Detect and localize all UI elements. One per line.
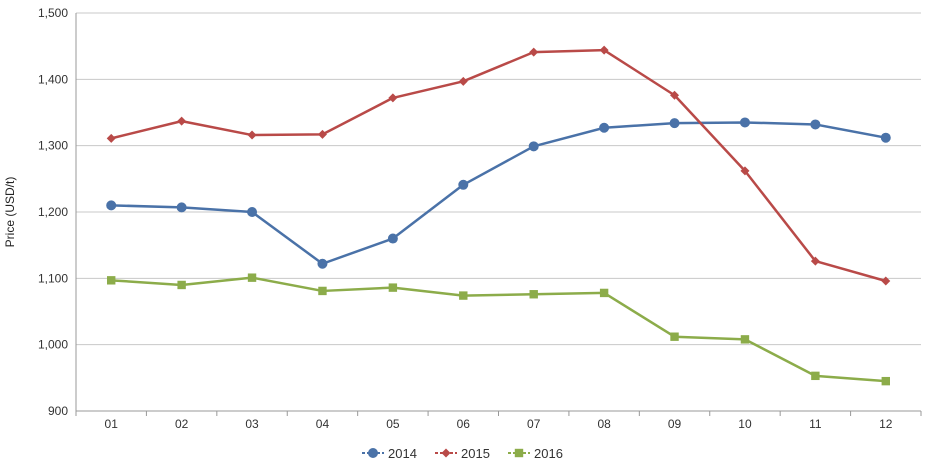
data-point-2015 xyxy=(599,45,609,55)
series-2015 xyxy=(106,45,891,286)
legend-label: 2016 xyxy=(534,446,563,461)
series-line-2014 xyxy=(109,121,888,265)
data-point-2016 xyxy=(670,332,679,341)
data-point-2015 xyxy=(529,47,539,57)
series-2016 xyxy=(107,273,890,386)
data-point-2014 xyxy=(810,119,821,130)
x-tick-label: 05 xyxy=(386,417,400,431)
legend-marker xyxy=(368,448,378,458)
data-point-2014 xyxy=(599,122,610,133)
data-point-2015 xyxy=(458,76,468,86)
data-point-2015 xyxy=(247,130,257,140)
legend[interactable]: 2014 2015 2016 xyxy=(362,446,563,461)
x-tick-label: 12 xyxy=(879,417,893,431)
data-point-2014 xyxy=(880,132,891,143)
x-tick-label: 02 xyxy=(175,417,189,431)
data-point-2014 xyxy=(669,118,680,129)
data-point-2014 xyxy=(176,202,187,213)
data-point-2015 xyxy=(670,90,680,100)
data-point-2016 xyxy=(811,371,820,381)
data-point-2014 xyxy=(247,207,258,217)
data-point-2014 xyxy=(458,179,469,190)
series-2014 xyxy=(106,117,891,269)
legend-item-2015[interactable]: 2015 xyxy=(435,446,490,461)
x-tick-label: 01 xyxy=(105,417,119,431)
data-point-2015 xyxy=(881,276,891,286)
x-tick-label: 11 xyxy=(809,417,822,431)
x-tick-label: 08 xyxy=(597,417,611,431)
y-tick-label: 1,000 xyxy=(38,338,68,352)
data-point-2015 xyxy=(177,116,187,126)
data-point-2014 xyxy=(387,233,398,244)
y-tick-label: 1,400 xyxy=(38,72,68,86)
legend-label: 2015 xyxy=(461,446,490,461)
gridlines xyxy=(76,12,921,346)
data-point-2014 xyxy=(528,141,539,152)
y-axis-title: Price (USD/t) xyxy=(3,177,17,248)
x-tick-label: 06 xyxy=(457,417,471,431)
data-point-2015 xyxy=(810,256,820,266)
data-point-2015 xyxy=(388,93,398,103)
data-point-2016 xyxy=(881,376,890,386)
data-point-2014 xyxy=(317,258,328,269)
x-tick-label: 03 xyxy=(245,417,259,431)
y-tick-label: 1,200 xyxy=(38,205,68,219)
data-point-2016 xyxy=(459,291,468,300)
x-tick-label: 04 xyxy=(316,417,330,431)
legend-item-2014[interactable]: 2014 xyxy=(362,446,417,461)
data-point-2016 xyxy=(247,273,257,282)
data-point-2014 xyxy=(106,200,117,211)
x-tick-label: 07 xyxy=(527,417,541,431)
legend-item-2016[interactable]: 2016 xyxy=(508,446,563,461)
y-tick-label: 1,100 xyxy=(38,271,68,285)
series-line-2015 xyxy=(109,48,888,283)
data-point-2016 xyxy=(740,335,750,344)
x-tick-label: 10 xyxy=(738,417,752,431)
y-tick-label: 1,500 xyxy=(38,6,68,20)
legend-label: 2014 xyxy=(388,446,417,461)
data-point-2016 xyxy=(107,276,116,285)
data-point-2016 xyxy=(388,283,398,292)
data-point-2014 xyxy=(739,117,750,128)
legend-marker xyxy=(514,448,524,458)
legend-marker xyxy=(441,448,451,458)
series-layer xyxy=(106,45,891,386)
y-tick-label: 900 xyxy=(48,404,68,418)
data-point-2016 xyxy=(177,280,186,290)
data-point-2015 xyxy=(317,129,327,139)
data-point-2016 xyxy=(529,290,538,299)
series-line-2016 xyxy=(109,276,888,383)
data-point-2015 xyxy=(106,133,116,143)
y-tick-label: 1,300 xyxy=(38,139,68,153)
axes: 900 1,000 1,100 1,200 1,300 1,400 1,500 01 02 03 0… xyxy=(38,6,922,431)
data-point-2016 xyxy=(599,288,609,298)
x-tick-label: 09 xyxy=(668,417,682,431)
data-point-2015 xyxy=(740,166,750,176)
data-point-2016 xyxy=(318,286,327,296)
